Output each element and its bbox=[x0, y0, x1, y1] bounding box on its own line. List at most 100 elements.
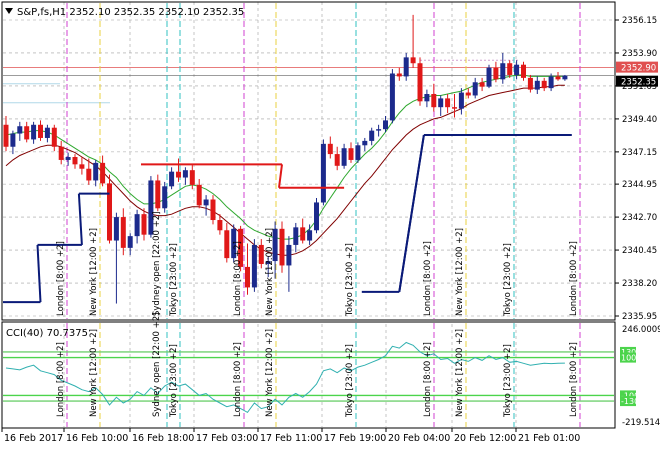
session-label: London [8:00 +2] bbox=[233, 342, 243, 417]
candle-body bbox=[534, 80, 540, 90]
cci-indicator bbox=[5, 341, 565, 414]
candle-body bbox=[300, 227, 306, 241]
session-label: Tokyo [23:00 +2] bbox=[169, 243, 179, 317]
price-label: 2349.40 bbox=[622, 115, 657, 125]
candle-body bbox=[383, 120, 388, 130]
candle-body bbox=[24, 126, 30, 140]
candle bbox=[3, 115, 9, 152]
candle bbox=[141, 208, 147, 241]
candle bbox=[562, 74, 568, 81]
candle bbox=[258, 239, 264, 269]
candle bbox=[307, 224, 313, 245]
session-label: New York [12:00 +2] bbox=[89, 228, 99, 316]
price-label: 2351.65 bbox=[622, 82, 657, 92]
candle-body bbox=[341, 148, 347, 166]
candle bbox=[293, 222, 299, 253]
candle bbox=[10, 130, 16, 155]
candle bbox=[17, 121, 23, 141]
candle-body bbox=[120, 217, 126, 248]
session-lines bbox=[66, 3, 581, 427]
price-label: 2347.15 bbox=[622, 148, 657, 158]
candle bbox=[279, 221, 285, 273]
candle-body bbox=[486, 67, 492, 87]
candle-body bbox=[362, 140, 368, 146]
candle-body bbox=[31, 124, 37, 140]
session-label: London [8:00 +2] bbox=[56, 342, 66, 417]
symbol-info: S&P,fs,H1 2352.10 2352.35 2352.10 2352.3… bbox=[17, 7, 244, 18]
candle-body bbox=[541, 80, 547, 89]
candle-body bbox=[17, 126, 23, 134]
session-label: London [8:00 +2] bbox=[233, 241, 243, 316]
candles bbox=[3, 14, 568, 304]
candle-body bbox=[258, 244, 264, 264]
candle-body bbox=[65, 157, 71, 160]
candle bbox=[203, 195, 209, 216]
candle-body bbox=[438, 98, 444, 108]
time-label: 17 Feb 03:00 bbox=[196, 433, 258, 444]
candle bbox=[320, 139, 326, 206]
candle-body bbox=[127, 236, 133, 248]
candle-body bbox=[3, 124, 9, 147]
candle bbox=[362, 137, 368, 152]
candle bbox=[327, 136, 333, 159]
candle-body bbox=[472, 82, 478, 96]
supertrend-segment bbox=[36, 244, 42, 303]
candle bbox=[410, 14, 416, 68]
candle bbox=[417, 57, 423, 106]
time-label: 21 Feb 01:00 bbox=[518, 433, 580, 444]
price-label: 2335.95 bbox=[622, 312, 657, 322]
candle bbox=[44, 124, 50, 143]
candle-body bbox=[320, 143, 326, 203]
session-label: New York [12:00 +2] bbox=[265, 329, 275, 417]
candle bbox=[348, 142, 354, 163]
candle bbox=[38, 120, 43, 141]
candle bbox=[445, 94, 451, 114]
session-label: New York [12:00 +2] bbox=[455, 329, 465, 417]
candle-body bbox=[79, 164, 85, 169]
candle bbox=[58, 140, 64, 165]
candle-body bbox=[500, 63, 506, 80]
triangle-down-icon[interactable] bbox=[5, 8, 13, 14]
candle-body bbox=[58, 146, 64, 160]
session-label: London [8:00 +2] bbox=[56, 241, 66, 316]
candle-body bbox=[217, 220, 223, 231]
time-label: 16 Feb 2017 bbox=[4, 433, 63, 444]
candle bbox=[169, 167, 175, 190]
cci-level-tag bbox=[620, 390, 636, 401]
ask-price-label: 2352.90 bbox=[621, 64, 656, 74]
session-label: Tokyo [23:00 +2] bbox=[503, 243, 513, 317]
candle bbox=[314, 198, 319, 234]
candle bbox=[383, 115, 388, 133]
candle-body bbox=[162, 186, 168, 209]
candle bbox=[507, 60, 513, 78]
price-label: 2340.45 bbox=[622, 246, 657, 256]
candle-body bbox=[44, 127, 50, 138]
candle-body bbox=[417, 63, 423, 102]
candle bbox=[65, 152, 71, 166]
candle bbox=[245, 243, 250, 295]
indicator-title: CCI(40) 70.7375 bbox=[6, 328, 88, 339]
axes: 2356.15 2353.90 2351.65 2349.40 2347.15 2344.… bbox=[1, 16, 660, 444]
cci-min-label: -219.5144 bbox=[622, 418, 660, 428]
supertrend-segment bbox=[278, 164, 283, 188]
supertrend bbox=[3, 134, 572, 304]
candle bbox=[486, 64, 492, 89]
candle-body bbox=[93, 162, 99, 181]
candle bbox=[93, 159, 99, 187]
time-label: 17 Feb 11:00 bbox=[260, 433, 322, 444]
candle-body bbox=[403, 57, 409, 77]
candle-body bbox=[279, 228, 285, 266]
session-label: Tokyo [23:00 +2] bbox=[345, 243, 355, 317]
candle bbox=[272, 221, 278, 279]
candle bbox=[527, 74, 533, 93]
candle bbox=[31, 121, 37, 144]
candle bbox=[155, 174, 161, 212]
candle bbox=[548, 73, 554, 92]
candle-body bbox=[493, 67, 499, 80]
candle bbox=[79, 157, 85, 175]
candle-body bbox=[182, 170, 188, 178]
candle bbox=[224, 222, 230, 263]
candle-body bbox=[445, 98, 451, 108]
